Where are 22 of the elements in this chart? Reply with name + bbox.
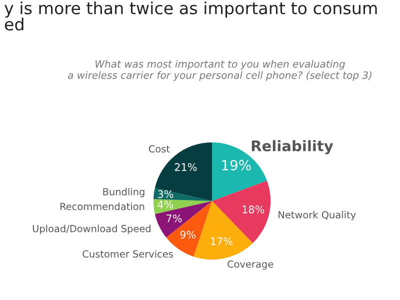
slice-label: Cost [148, 145, 170, 153]
slice-label: Customer Services [82, 250, 173, 258]
data-label: 7% [166, 214, 182, 222]
pie-slice [153, 199, 212, 214]
slice-label: Bundling [103, 188, 144, 198]
slice-label: Network Quality [278, 210, 356, 220]
data-label: 4% [158, 200, 174, 209]
data-label: 18% [242, 206, 264, 214]
data-label: 17% [210, 237, 232, 246]
slice-label: Recommendation [60, 202, 144, 210]
chart-title: y is more than twice as important to consum ed [4, 2, 377, 31]
pie-slice [212, 180, 271, 244]
data-label: 3% [158, 190, 174, 198]
slice-label: Reliability [252, 140, 334, 154]
data-label: 21% [174, 163, 197, 172]
slice-label: Upload/Download Speed [32, 224, 150, 234]
pie-slice [154, 201, 212, 238]
chart-subtitle: What was most important to you when evaluating a wireless carrier for your personal cell phone? (select top 3) [68, 60, 372, 81]
pie-slice [153, 188, 212, 201]
data-label: 19% [222, 160, 251, 170]
data-label: 9% [180, 230, 196, 239]
slice-label: Coverage [228, 260, 274, 270]
